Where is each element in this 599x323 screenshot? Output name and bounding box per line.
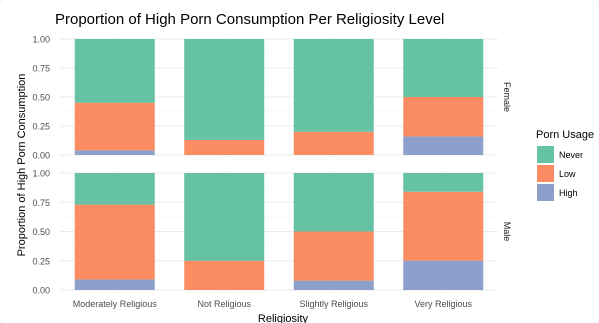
y-tick-label: 0.75 (32, 64, 50, 74)
legend-title: Porn Usage (536, 129, 594, 141)
bar-segment-low (403, 97, 484, 137)
bar-segment-never (293, 39, 374, 132)
facet-label: Female (502, 82, 512, 112)
bar-segment-high (293, 280, 374, 290)
x-axis-label: Religiosity (258, 313, 309, 323)
y-tick-label: 0.00 (32, 286, 50, 296)
legend-label: High (559, 188, 578, 198)
bar-segment-never (74, 39, 155, 103)
bar-segment-never (74, 173, 155, 205)
legend-key-high (537, 184, 554, 201)
bar-segment-never (184, 173, 265, 261)
bar-segment-low (293, 131, 374, 155)
x-tick-label: Very Religious (414, 299, 472, 309)
bar-segment-high (403, 260, 484, 290)
y-tick-label: 0.75 (32, 198, 50, 208)
bar-segment-never (184, 39, 265, 140)
y-tick-label: 0.25 (32, 122, 50, 132)
bar-segment-never (403, 173, 484, 192)
x-tick-label: Slightly Religious (299, 299, 368, 309)
y-tick-label: 0.00 (32, 151, 50, 161)
bar-segment-low (184, 260, 265, 290)
x-tick-label: Not Religious (197, 299, 251, 309)
y-tick-label: 0.50 (32, 227, 50, 237)
facet-label: Male (502, 222, 512, 242)
y-axis-label: Proportion of High Porn Consumption (16, 74, 28, 257)
y-tick-label: 0.50 (32, 93, 50, 103)
bar-segment-high (74, 279, 155, 290)
bar-segment-low (293, 231, 374, 281)
legend-label: Low (559, 169, 576, 179)
bar-segment-low (403, 191, 484, 261)
y-tick-label: 1.00 (32, 35, 50, 45)
bar-segment-never (293, 173, 374, 232)
chart-title: Proportion of High Porn Consumption Per … (55, 11, 444, 28)
bar-segment-never (403, 39, 484, 97)
y-tick-label: 0.25 (32, 256, 50, 266)
bar-segment-low (74, 102, 155, 151)
x-tick-label: Moderately Religious (73, 299, 158, 309)
legend-key-low (537, 165, 554, 182)
legend-label: Never (559, 150, 583, 160)
bar-segment-low (74, 204, 155, 280)
bar-segment-low (184, 139, 265, 155)
y-tick-label: 1.00 (32, 169, 50, 179)
bar-segment-high (403, 136, 484, 155)
legend-key-never (537, 146, 554, 163)
bar-segment-high (74, 150, 155, 155)
